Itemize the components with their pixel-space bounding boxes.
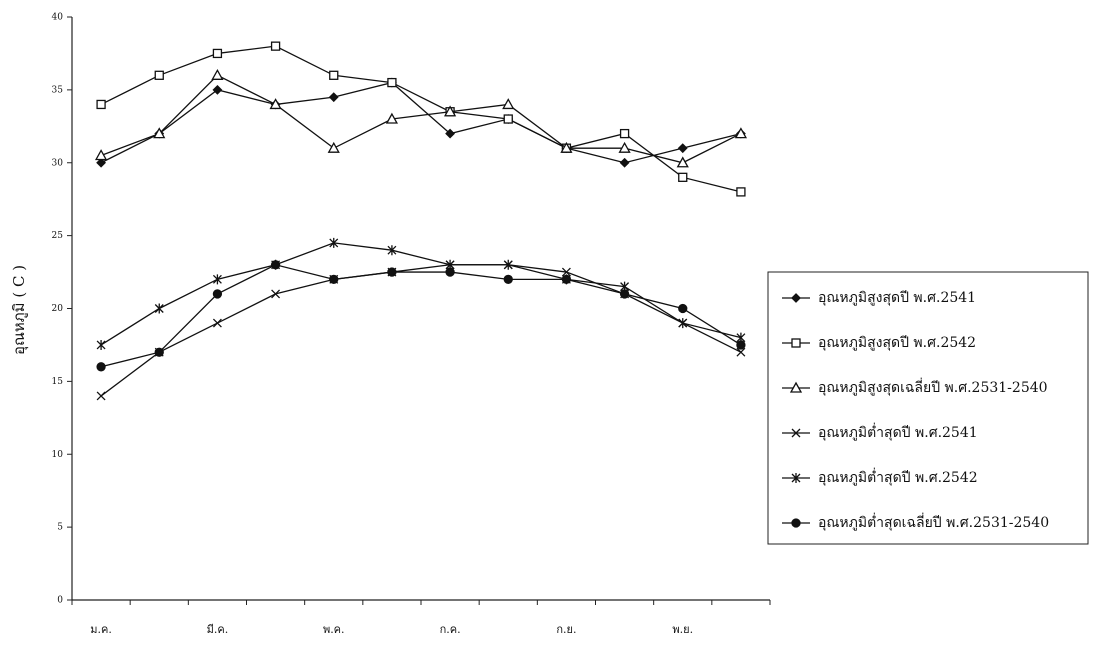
marker [154,70,164,80]
marker [736,340,746,350]
marker [443,105,457,117]
series-line [100,242,742,346]
marker [387,267,397,277]
series-line [100,45,742,193]
marker [619,157,630,168]
legend-label: อุณหภูมิต่ำสุดปี พ.ศ.2541 [818,423,978,441]
marker [791,428,801,438]
marker [154,303,164,314]
marker [153,127,166,139]
marker [329,237,339,248]
y-tick-label: 15 [52,377,64,387]
y-tick-label: 10 [52,450,64,460]
marker [211,68,224,80]
marker [736,347,746,357]
marker [445,128,456,139]
marker [387,245,397,256]
marker [96,391,106,401]
marker [791,473,801,483]
x-tick-label: ก.ค. [440,623,461,636]
marker [270,41,281,51]
x-tick-label: ก.ย. [556,623,576,636]
marker [212,48,223,59]
marker [212,274,222,285]
marker [212,318,222,328]
marker [736,187,746,197]
marker [329,274,339,285]
x-tick-label: พ.ย. [672,623,693,636]
y-tick-label: 5 [57,523,63,533]
marker [503,274,513,285]
series-line [100,74,742,164]
marker [96,362,106,372]
x-tick-label: ม.ค. [90,623,112,636]
marker [503,259,513,270]
marker [678,303,688,314]
marker [676,156,689,168]
marker [327,141,340,153]
legend-label: อุณหภูมิสูงสุดเฉลี่ยปี พ.ศ.2531-2540 [818,378,1048,396]
y-tick-label: 25 [52,231,64,241]
marker [734,127,748,139]
marker [271,289,281,299]
x-tick-label: พ.ค. [323,623,345,636]
marker [212,289,223,299]
y-tick-label: 20 [52,304,64,314]
marker [619,128,630,139]
legend-label: อุณหภูมิสูงสุดปี พ.ศ.2542 [818,335,976,351]
marker [619,289,630,299]
y-tick-label: 30 [52,158,64,168]
marker [561,267,571,277]
marker [96,339,106,350]
legend-label: อุณหภูมิต่ำสุดปี พ.ศ.2542 [818,468,978,486]
marker [618,141,631,153]
marker [791,293,801,303]
marker [154,347,164,357]
marker [791,338,801,348]
series-line [100,264,742,368]
legend-box [767,271,1089,545]
marker [503,114,513,124]
marker [789,381,803,393]
y-tick-label: 35 [52,85,64,95]
marker [677,143,688,154]
legend-label: อุณหภูมิต่ำสุดเฉลี่ยปี พ.ศ.2531-2540 [818,513,1049,531]
marker [94,149,108,161]
marker [270,260,281,270]
marker [269,98,282,110]
marker [502,98,515,110]
marker [561,274,572,285]
y-tick-label: 40 [52,13,64,23]
marker [678,318,688,329]
marker [387,77,397,88]
marker [791,518,801,528]
y-tick-label: 0 [57,596,63,606]
marker [678,172,688,182]
marker [96,99,106,110]
marker [328,92,339,103]
marker [212,84,223,95]
y-axis-label: อุณหภูมิ ( C ) [10,265,29,355]
marker [385,112,399,124]
series-line [100,81,742,164]
marker [560,141,573,153]
marker [329,70,339,80]
series-line [100,264,742,397]
x-tick-label: มี.ค. [207,623,229,636]
marker [445,267,455,277]
marker [96,157,107,168]
legend-label: อุณหภูมิสูงสุดปี พ.ศ.2541 [818,290,976,306]
